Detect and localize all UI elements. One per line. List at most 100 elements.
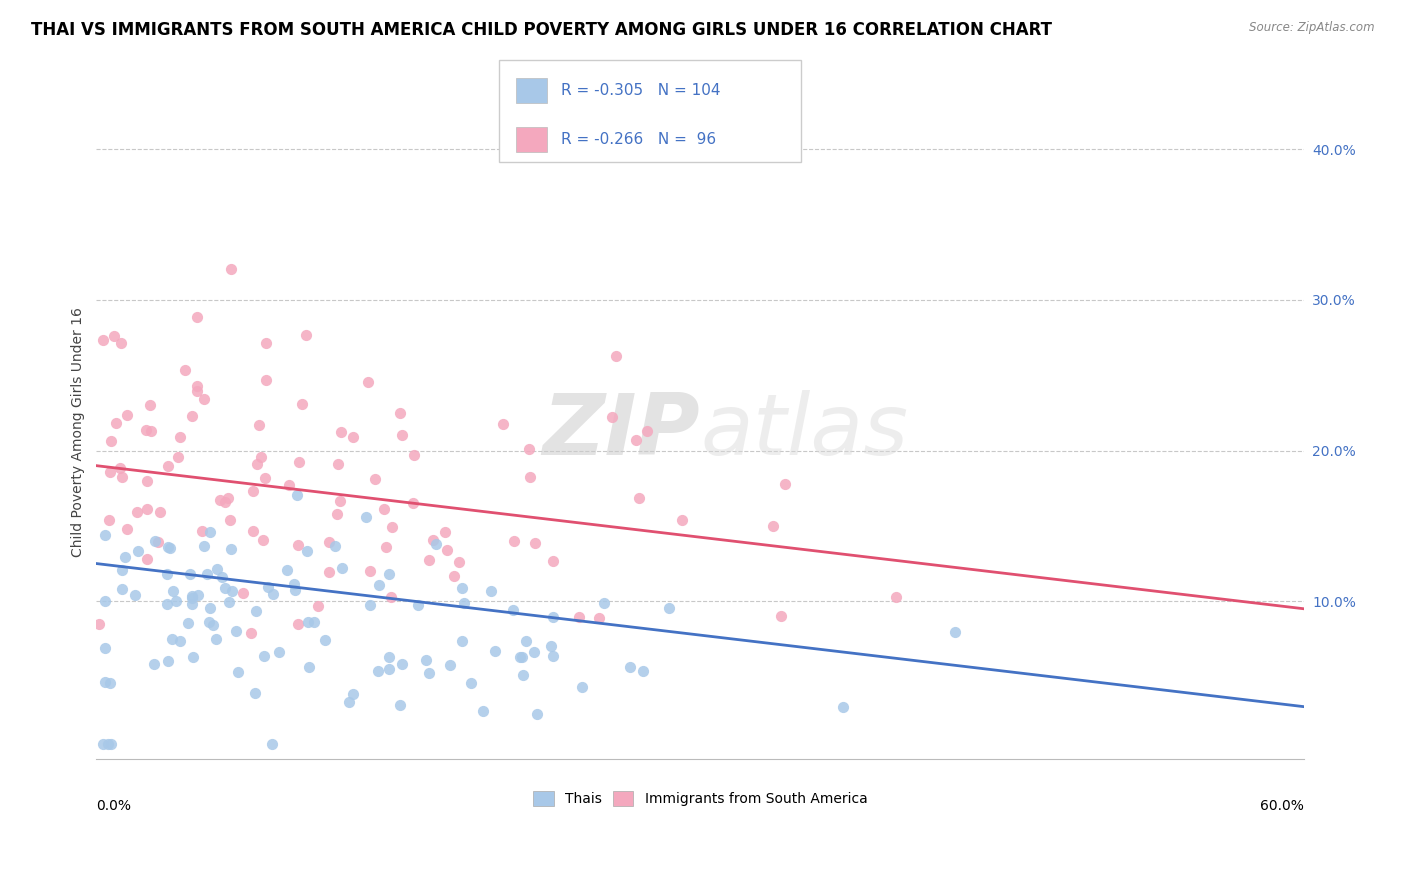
Point <box>97 737 120 751</box>
Point <box>302 615 325 629</box>
Point <box>219 513 242 527</box>
Point <box>541 610 564 624</box>
Point <box>502 602 524 616</box>
Text: 0.0%: 0.0% <box>97 798 131 813</box>
Point <box>658 600 681 615</box>
Point <box>187 588 209 602</box>
Point <box>169 430 191 444</box>
Point <box>884 590 907 604</box>
Point <box>502 534 524 549</box>
Point <box>135 423 157 437</box>
Point <box>195 566 218 581</box>
Point <box>228 665 250 680</box>
Point <box>588 611 610 625</box>
Point <box>198 615 221 629</box>
Point <box>125 505 148 519</box>
Point <box>254 336 277 351</box>
Point <box>443 569 465 583</box>
Point <box>326 507 349 521</box>
Point <box>479 584 502 599</box>
Point <box>287 616 309 631</box>
Point <box>156 655 179 669</box>
Point <box>249 450 271 464</box>
Point <box>146 534 169 549</box>
Point <box>246 457 269 471</box>
Point <box>253 648 276 663</box>
Point <box>186 384 208 399</box>
Point <box>453 596 475 610</box>
Point <box>232 586 254 600</box>
Point <box>93 674 115 689</box>
Point <box>337 695 360 709</box>
Point <box>519 469 541 483</box>
Point <box>135 552 157 566</box>
Point <box>381 520 404 534</box>
Point <box>368 578 391 592</box>
Point <box>436 542 458 557</box>
Point <box>406 598 429 612</box>
Point <box>245 604 267 618</box>
Point <box>117 409 139 423</box>
Point <box>631 665 654 679</box>
Point <box>402 496 425 510</box>
Point <box>186 310 208 324</box>
Point <box>219 542 242 557</box>
Point <box>135 501 157 516</box>
Point <box>276 563 298 577</box>
Point <box>139 398 162 412</box>
Point <box>375 540 398 554</box>
Point <box>284 583 307 598</box>
Point <box>526 707 548 722</box>
Point <box>139 424 162 438</box>
Point <box>243 686 266 700</box>
Point <box>329 425 352 440</box>
Point <box>181 589 204 603</box>
Point <box>94 641 117 656</box>
Point <box>415 653 437 667</box>
Point <box>314 633 336 648</box>
Point <box>100 737 122 751</box>
Point <box>773 476 796 491</box>
Point <box>285 488 308 502</box>
Point <box>111 582 134 597</box>
Point <box>512 667 534 681</box>
Point <box>418 553 440 567</box>
Point <box>190 524 212 538</box>
Point <box>214 494 236 508</box>
Point <box>160 632 183 647</box>
Point <box>451 581 474 595</box>
Point <box>193 392 215 406</box>
Point <box>180 409 202 423</box>
Point <box>509 649 531 664</box>
Point <box>225 624 247 638</box>
Point <box>193 539 215 553</box>
Point <box>156 597 179 611</box>
Point <box>205 632 228 647</box>
Point <box>425 537 447 551</box>
Point <box>357 375 380 389</box>
Point <box>181 650 204 665</box>
Point <box>471 704 494 718</box>
Point <box>200 600 222 615</box>
Text: Source: ZipAtlas.com: Source: ZipAtlas.com <box>1250 21 1375 35</box>
Point <box>166 450 188 465</box>
Point <box>323 540 346 554</box>
Point <box>540 639 562 653</box>
Point <box>159 541 181 555</box>
Point <box>380 590 402 604</box>
Text: ZIP: ZIP <box>543 391 700 474</box>
Point <box>288 455 311 469</box>
Point <box>295 543 318 558</box>
Point <box>295 328 318 343</box>
Point <box>105 416 128 430</box>
Point <box>111 563 134 577</box>
Point <box>169 634 191 648</box>
Point <box>484 644 506 658</box>
Text: atlas: atlas <box>700 391 908 474</box>
Point <box>388 698 411 712</box>
Point <box>110 335 132 350</box>
Point <box>329 493 352 508</box>
Point <box>328 457 350 471</box>
Point <box>762 519 785 533</box>
Point <box>515 634 537 648</box>
